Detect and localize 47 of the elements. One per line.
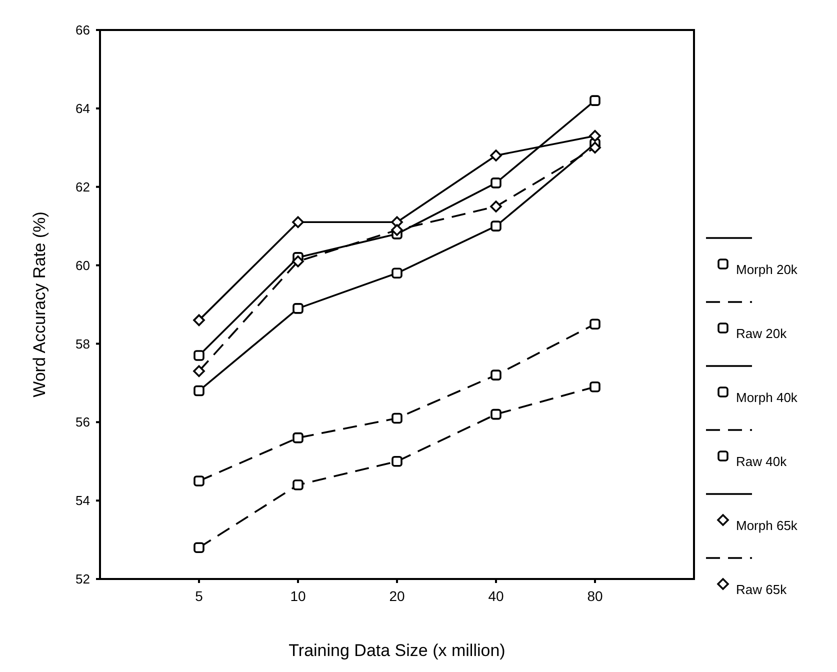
legend-label: Morph 65k — [736, 518, 798, 533]
point — [194, 385, 204, 396]
point — [490, 200, 502, 212]
point — [490, 408, 502, 420]
y-tick-label: 52 — [76, 572, 90, 587]
y-tick-label: 66 — [76, 22, 90, 38]
legend-label: Raw 40k — [736, 454, 788, 469]
point — [590, 381, 600, 392]
point — [392, 412, 402, 424]
legend-label: Raw 20k — [736, 326, 788, 341]
point — [490, 370, 502, 380]
point — [490, 150, 502, 162]
y-tick-label: 60 — [76, 258, 90, 273]
point — [589, 130, 601, 142]
x-tick-label: 10 — [290, 588, 306, 604]
y-tick-label: 56 — [76, 414, 90, 430]
legend-label: Raw 65k — [736, 582, 788, 597]
point — [292, 432, 304, 444]
point — [590, 318, 600, 330]
legend-label: Morph 20k — [736, 262, 798, 277]
point — [589, 142, 601, 154]
x-tick-label: 20 — [389, 588, 405, 604]
y-axis-title: Word Accuracy Rate (%) — [30, 212, 49, 398]
point — [193, 365, 205, 378]
x-tick-label: 5 — [195, 588, 204, 604]
x-tick-label: 80 — [587, 588, 603, 604]
y-tick-label: 62 — [76, 179, 90, 194]
point — [292, 303, 304, 314]
point — [590, 95, 600, 106]
point — [194, 476, 204, 486]
point — [292, 216, 304, 228]
point — [392, 268, 402, 279]
x-axis-title: Training Data Size (x million) — [288, 641, 506, 660]
y-tick-label: 64 — [76, 100, 90, 116]
point — [392, 456, 402, 467]
y-tick-label: 58 — [76, 336, 90, 352]
point — [194, 542, 204, 554]
legend-label: Morph 40k — [736, 390, 798, 405]
x-tick-label: 40 — [488, 588, 504, 604]
point — [194, 350, 204, 361]
point — [490, 178, 502, 188]
point — [292, 255, 304, 268]
point — [292, 479, 304, 490]
point — [193, 314, 205, 326]
point — [391, 224, 403, 236]
y-tick-label: 54 — [76, 493, 90, 508]
point — [490, 220, 502, 232]
